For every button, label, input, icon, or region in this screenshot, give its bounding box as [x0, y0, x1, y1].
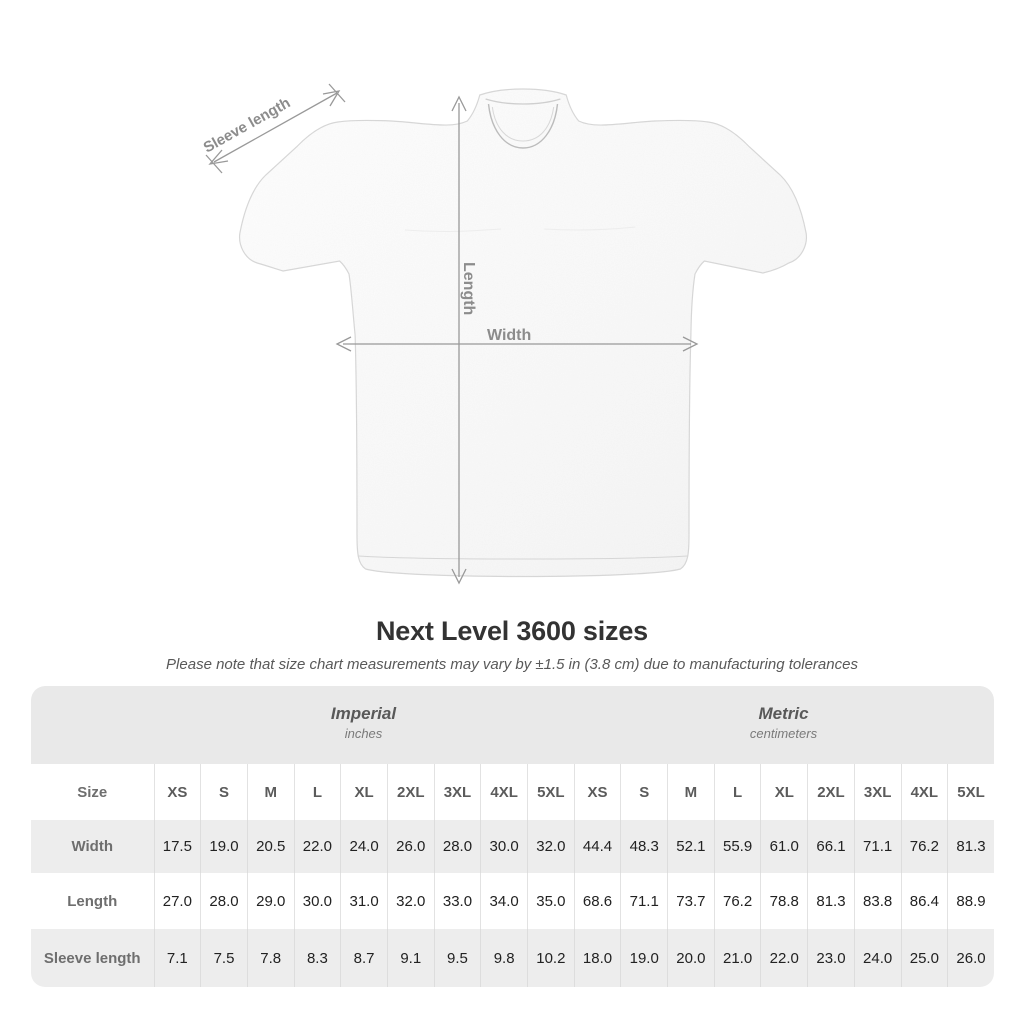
- svg-text:Length: Length: [460, 262, 477, 315]
- svg-text:Width: Width: [487, 327, 531, 344]
